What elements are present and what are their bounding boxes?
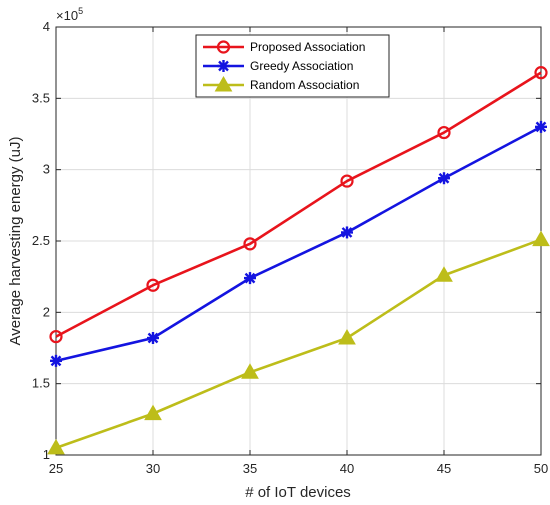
data-point <box>437 125 451 140</box>
series-line <box>55 238 542 450</box>
legend-marker <box>216 40 231 54</box>
marker-stroke <box>147 332 159 344</box>
legend-label: Random Association <box>250 78 359 92</box>
legend-label: Proposed Association <box>250 40 365 54</box>
grid-layer <box>56 27 541 455</box>
y-tick-label: 3.5 <box>32 90 50 105</box>
data-point <box>244 272 256 285</box>
legend-item-random-association: Random Association <box>203 75 359 92</box>
marker-stroke <box>438 172 450 184</box>
data-point <box>241 363 259 379</box>
y-tick-label: 3 <box>43 162 50 177</box>
data-point <box>50 354 62 367</box>
x-tick-label: 40 <box>340 461 354 476</box>
x-tick-label: 35 <box>243 461 257 476</box>
marker-stroke <box>50 355 62 367</box>
series-proposed-association <box>49 66 548 344</box>
data-point <box>341 226 353 239</box>
legend: Proposed Association Greedy Association Ra… <box>195 34 390 98</box>
data-point <box>47 438 65 455</box>
data-point <box>532 230 550 247</box>
data-point <box>338 329 356 345</box>
data-point <box>435 266 453 282</box>
x-tick-label: 50 <box>534 461 548 476</box>
y-exponent-base: ×10 <box>56 8 78 23</box>
series-random-association <box>47 230 550 455</box>
data-point <box>438 172 450 185</box>
series-line <box>55 71 542 338</box>
legend-label: Greedy Association <box>250 59 353 73</box>
x-axis-title: # of IoT devices <box>245 484 351 501</box>
y-tick-label: 2.5 <box>32 233 50 248</box>
legend-marker <box>214 75 233 92</box>
marker-stroke <box>244 272 256 284</box>
marker-stroke <box>535 121 547 133</box>
x-tick-label: 30 <box>146 461 160 476</box>
legend-item-greedy-association: Greedy Association <box>203 59 353 73</box>
data-point <box>147 332 159 345</box>
data-point <box>243 237 257 251</box>
data-point <box>534 66 548 80</box>
y-tick-label: 4 <box>43 19 50 34</box>
data-point <box>49 329 63 344</box>
x-tick-label: 25 <box>49 461 63 476</box>
marker-stroke <box>218 60 229 72</box>
marker-stroke <box>341 227 353 238</box>
x-tick-label: 45 <box>437 461 451 476</box>
tick-layer: 25 30 35 40 45 50 1 1.5 2 2.5 3 3.5 4 <box>32 19 548 476</box>
series-layer <box>47 66 550 455</box>
data-point <box>340 174 354 188</box>
y-tick-label: 1.5 <box>32 376 50 391</box>
data-point <box>146 278 160 292</box>
legend-item-proposed-association: Proposed Association <box>203 40 365 54</box>
legend-marker <box>217 60 230 72</box>
series-greedy-association <box>50 120 547 367</box>
series-line <box>55 125 542 363</box>
data-point <box>144 404 162 421</box>
y-tick-label: 1 <box>43 447 50 462</box>
y-tick-label: 2 <box>43 304 50 319</box>
y-exponent-power: 5 <box>78 6 83 16</box>
y-axis-title: Average harvesting energy (uJ) <box>7 136 24 345</box>
y-exponent-label: ×105 <box>56 6 83 23</box>
legend-items: Proposed Association Greedy Association Ra… <box>203 40 365 92</box>
data-point <box>535 120 547 133</box>
